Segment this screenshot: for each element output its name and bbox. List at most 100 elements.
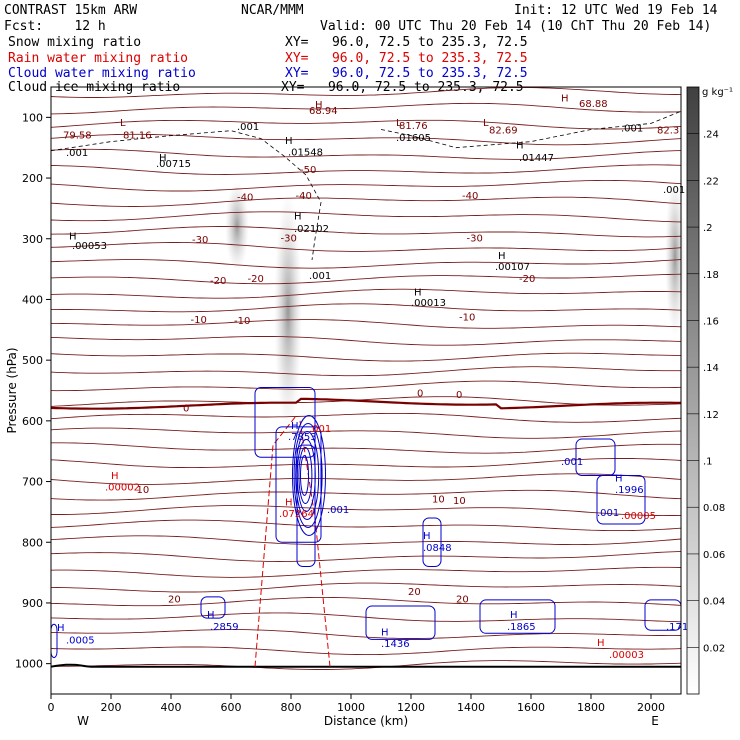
- x-tick-label: 1200: [397, 701, 425, 714]
- y-tick-label: 300: [22, 233, 43, 246]
- isentrope-line: [51, 319, 682, 329]
- valid-time: Valid: 00 UTC Thu 20 Feb 14 (10 ChT Thu …: [320, 19, 712, 34]
- x-tick-label: 1600: [517, 701, 545, 714]
- extremum-value-label: .001: [66, 148, 88, 159]
- isentrope-line: [50, 458, 682, 469]
- x-tick-label: 600: [221, 701, 242, 714]
- colorbar: 0.02 0.04 0.06 0.08 .1 .12 .14 .16 .18 .2 .22 .24 g …: [686, 86, 733, 695]
- temperature-label: 20: [408, 587, 421, 598]
- temperature-label: -30: [281, 234, 297, 245]
- isentrope-line: [50, 102, 682, 115]
- high-marker: H: [285, 498, 293, 509]
- contour-labels: -50 -40 -40 -40 -30 -30 -30 -20 -20 -20 -10 -10 -10 0…: [57, 93, 688, 661]
- high-marker: H: [516, 141, 524, 152]
- extremum-value-label: .00053: [72, 241, 107, 252]
- isentrope-line: [50, 119, 682, 130]
- isentrope-line: [50, 259, 682, 269]
- colorbar-unit: g kg⁻¹: [702, 87, 733, 98]
- temperature-label: -50: [300, 165, 316, 176]
- high-marker: H: [285, 136, 293, 147]
- temperature-label: 20: [168, 595, 181, 606]
- high-marker: H: [561, 93, 569, 104]
- temperature-label: -30: [467, 234, 483, 245]
- zero-isotherm: [50, 397, 682, 410]
- snow-shade: [274, 191, 302, 432]
- cloud-water-contour: [596, 474, 646, 525]
- isentrope-line: [50, 566, 682, 578]
- extremum-value-label: .2859: [210, 622, 239, 633]
- colorbar-tick-label: 0.02: [703, 643, 725, 654]
- west-end-label: W: [77, 714, 89, 728]
- cloud-water-contour: [275, 426, 322, 543]
- y-tick-label: 100: [22, 111, 43, 124]
- y-tick-label: 800: [22, 536, 43, 549]
- isentrope-line: [50, 550, 682, 562]
- snow-shade: [665, 176, 685, 337]
- isentrope-line: [50, 582, 682, 593]
- extremum-value-label: .00107: [495, 262, 530, 273]
- high-marker: H: [57, 623, 65, 634]
- isentrope-line: [50, 179, 682, 192]
- temperature-label: -40: [237, 192, 253, 203]
- isentrope-line: [51, 505, 682, 517]
- colorbar-tick-label: .24: [703, 130, 719, 141]
- extremum-value-label: .001: [621, 124, 643, 135]
- extremum-value-label: .1996: [615, 485, 644, 496]
- temperature-label: -40: [462, 191, 478, 202]
- extremum-value-label: 82.69: [489, 125, 518, 136]
- extremum-value-label: 81.76: [399, 121, 428, 132]
- field-xy-rain: XY= 96.0, 72.5 to 235.3, 72.5: [285, 51, 528, 66]
- temperature-label: 0: [456, 390, 462, 401]
- temperature-label: -30: [192, 235, 208, 246]
- y-tick-label: 200: [22, 172, 43, 185]
- temperature-label: 10: [453, 496, 466, 507]
- plot-frame: [50, 86, 682, 695]
- cloud-water-contour: [300, 454, 309, 496]
- isentrope-line: [50, 660, 682, 670]
- extremum-value-label: .001: [309, 424, 331, 435]
- isentrope-line: [50, 489, 682, 501]
- x-tick-label: 200: [101, 701, 122, 714]
- extremum-value-label: .0848: [423, 543, 452, 554]
- extremum-value-label: 82.3: [657, 125, 679, 136]
- colorbar-tick-label: 0.08: [703, 503, 725, 514]
- extremum-value-label: 68.88: [579, 99, 608, 110]
- isentrope-line: [50, 226, 682, 238]
- high-marker: H: [414, 288, 422, 299]
- x-tick-label: 2000: [637, 701, 665, 714]
- high-marker: H: [69, 232, 77, 243]
- colorbar-tick-label: 0.06: [703, 550, 725, 561]
- cloud-water-contour: [298, 446, 313, 504]
- high-marker: H: [207, 610, 215, 621]
- isentrope-line: [50, 366, 681, 377]
- isentrope-line: [50, 380, 682, 392]
- x-tick-label: 0: [48, 701, 55, 714]
- extremum-value-label: .7853: [288, 432, 317, 443]
- colorbar-tick-label: .1: [703, 457, 713, 468]
- rain-water-contour: [254, 414, 298, 667]
- init-time: Init: 12 UTC Wed 19 Feb 14: [514, 3, 718, 18]
- field-name-cloudwater: Cloud water mixing ratio: [8, 66, 196, 81]
- cloud-water-contour: [200, 596, 226, 619]
- extremum-value-label: .00013: [411, 298, 446, 309]
- x-tick-label: 1400: [457, 701, 485, 714]
- high-marker: H: [498, 251, 506, 262]
- field-xy-cloudwater: XY= 96.0, 72.5 to 235.3, 72.5: [285, 66, 528, 81]
- extremum-value-label: .001: [237, 122, 259, 133]
- colorbar-tick-label: .22: [703, 176, 719, 187]
- temperature-label: 20: [456, 595, 469, 606]
- colorbar-tick-label: .14: [703, 363, 719, 374]
- extremum-value-label: .07264: [279, 509, 314, 520]
- extremum-value-label: .001: [561, 457, 583, 468]
- forecast-hour: Fcst: 12 h: [4, 19, 106, 34]
- extremum-value-label: .001: [663, 185, 685, 196]
- isentrope-line: [50, 396, 682, 407]
- y-tick-label: 700: [22, 476, 43, 489]
- x-tick-label: 1800: [577, 701, 605, 714]
- extremum-value-label: .001: [309, 271, 331, 282]
- extremum-value-label: 68.94: [309, 106, 338, 117]
- cloud-water-contour: [296, 438, 316, 512]
- colorbar-tick-label: .2: [703, 223, 713, 234]
- extremum-value-label: .0005: [66, 635, 95, 646]
- temperature-label: -10: [191, 315, 207, 326]
